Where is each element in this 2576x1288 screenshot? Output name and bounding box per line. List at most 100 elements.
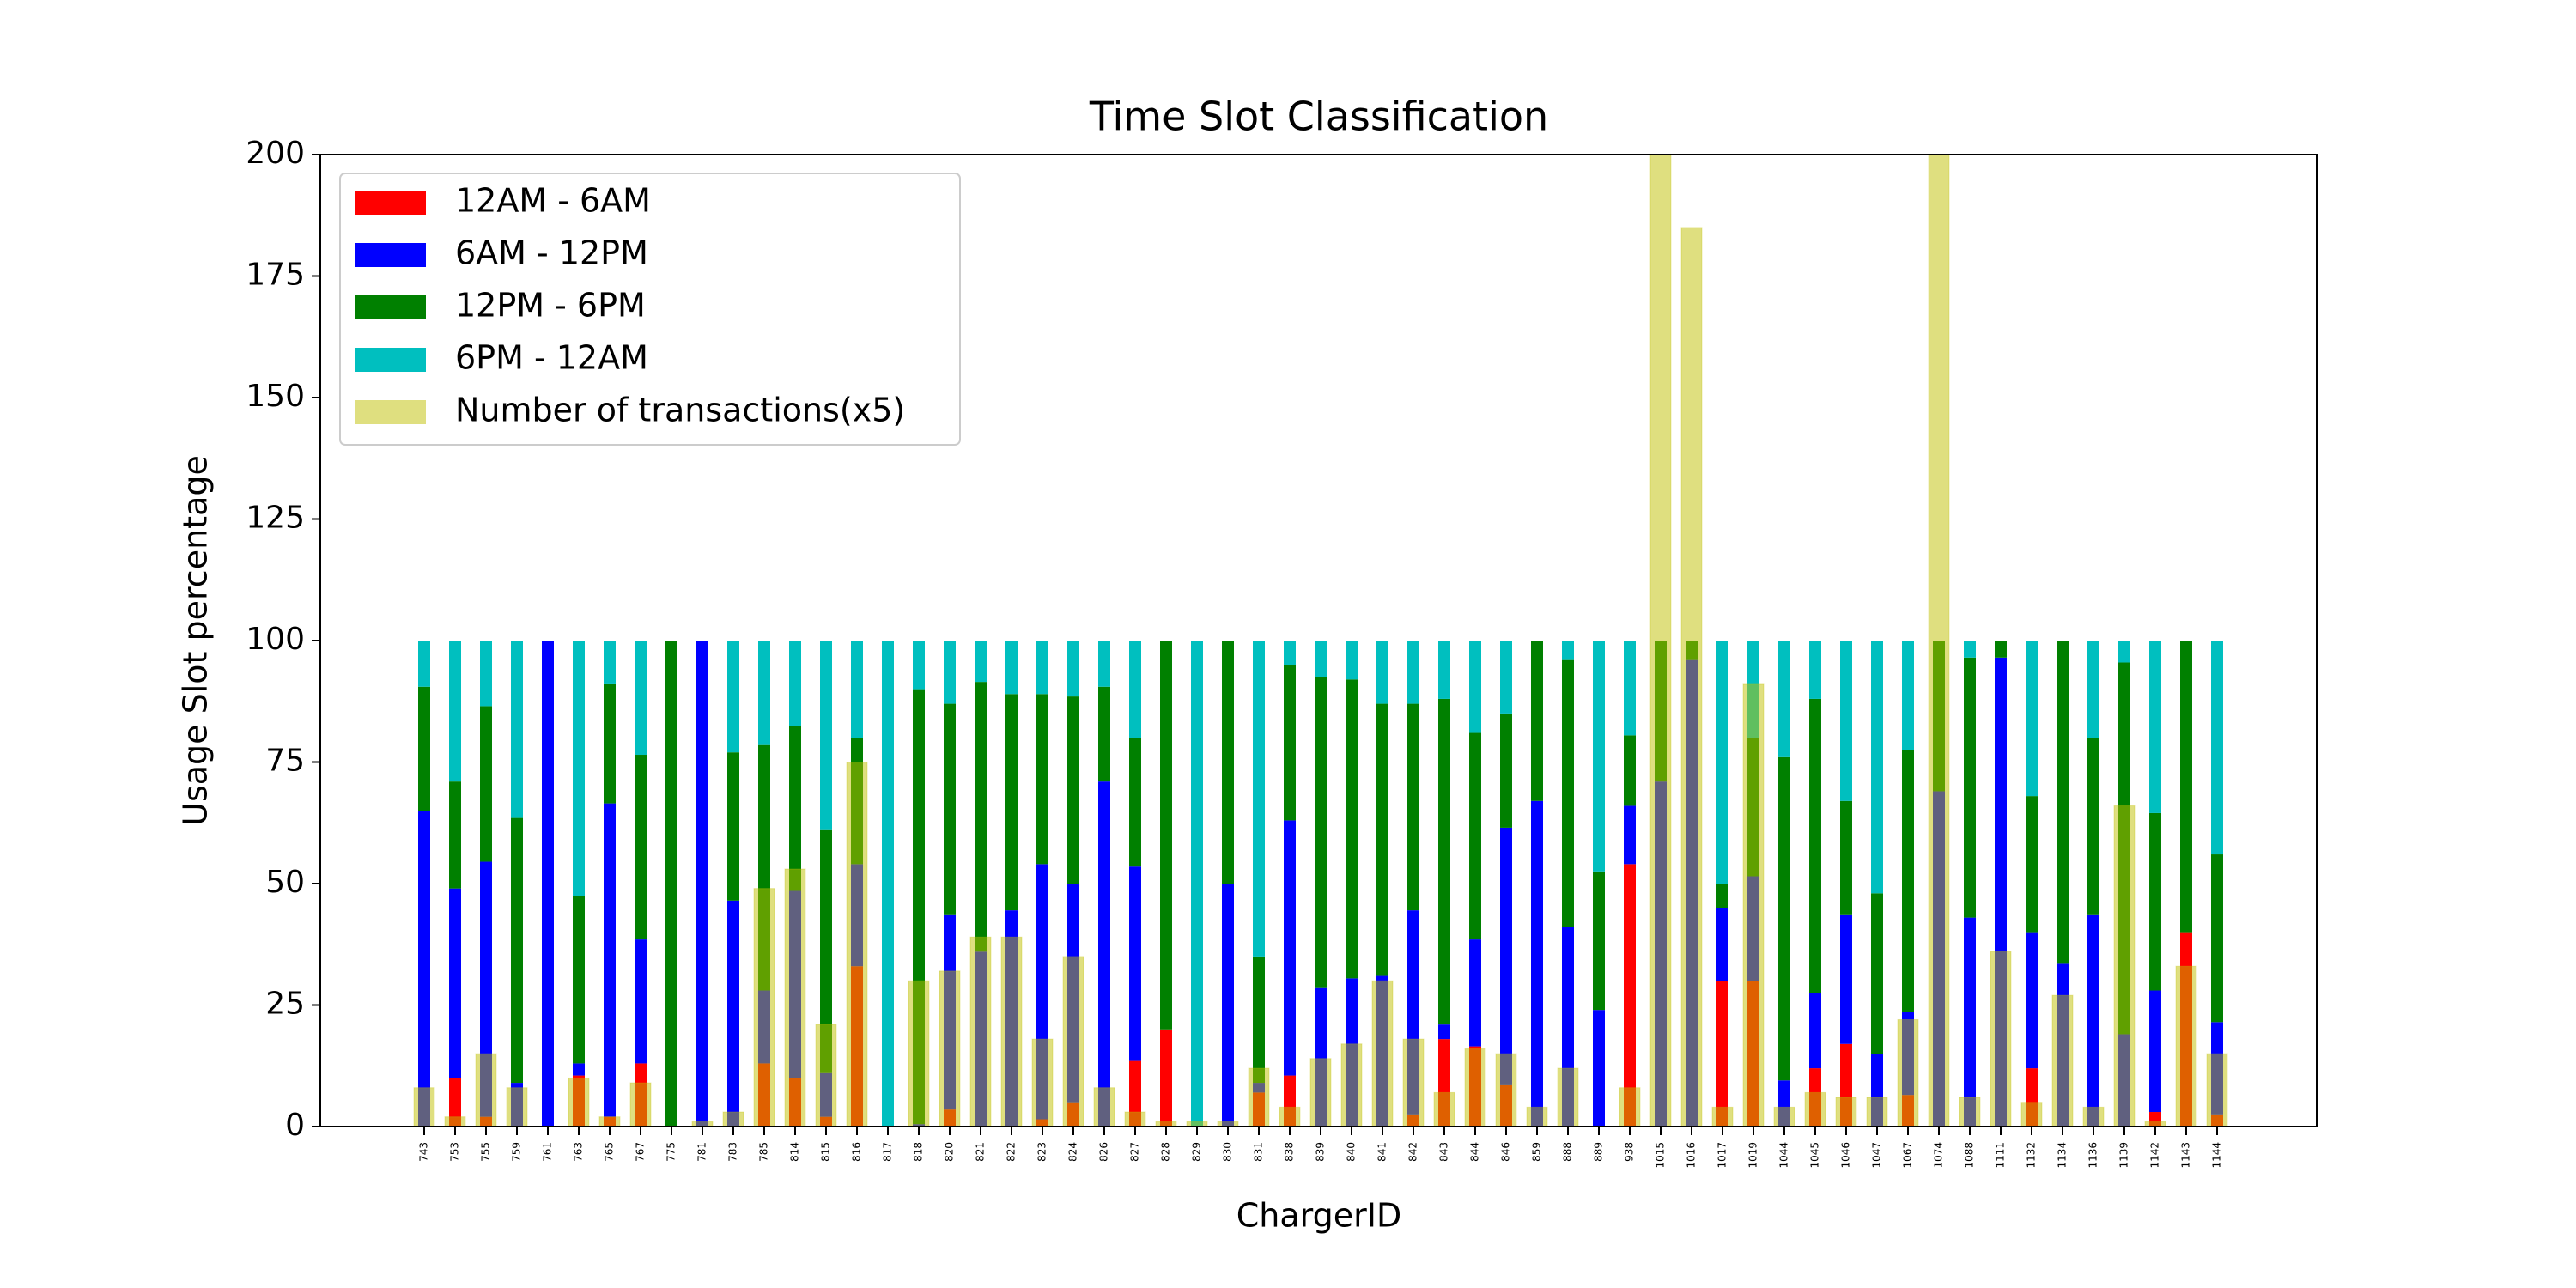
y-tick-label: 0 — [285, 1108, 305, 1143]
x-tick-label: 1046 — [1840, 1142, 1852, 1169]
x-tick-label: 826 — [1098, 1142, 1110, 1162]
legend-swatch — [355, 191, 426, 215]
x-tick-label: 1088 — [1964, 1142, 1976, 1169]
bar-segment — [1871, 893, 1883, 1054]
bar-segment — [727, 900, 739, 1127]
bar-segment — [1964, 917, 1976, 1127]
bar-segment — [1964, 641, 1976, 658]
x-tick-label: 1136 — [2087, 1142, 2099, 1169]
x-tick-label: 767 — [635, 1142, 647, 1162]
bar-segment — [1469, 939, 1481, 1047]
bar-segment — [1840, 800, 1852, 915]
overlay-bar — [2206, 1053, 2228, 1127]
overlay-bar — [2020, 1102, 2043, 1127]
bar-segment — [1716, 641, 1728, 884]
x-tick-label: 1132 — [2026, 1142, 2038, 1169]
bar-segment — [1036, 641, 1048, 695]
x-tick-label: 743 — [418, 1142, 430, 1162]
bar-segment — [449, 781, 461, 889]
overlay-bar — [629, 1082, 652, 1127]
legend-box — [339, 173, 961, 446]
x-tick-label: 842 — [1407, 1142, 1419, 1162]
bar-segment — [1315, 677, 1327, 988]
bar-segment — [1593, 871, 1605, 1011]
bar-segment — [882, 641, 894, 1127]
bar-segment — [1191, 641, 1203, 1127]
bar-segment — [1160, 1029, 1172, 1127]
overlay-bar — [598, 1116, 621, 1127]
bar-segment — [1593, 1010, 1605, 1127]
x-tick-label: 859 — [1531, 1142, 1543, 1162]
bar-segment — [418, 686, 430, 811]
overlay-bar — [1279, 1106, 1301, 1127]
bar-segment — [2026, 932, 2038, 1069]
bar-segment — [1160, 641, 1172, 1030]
bar-segment — [1438, 1024, 1450, 1040]
overlay-bar — [846, 762, 868, 1127]
legend-label: Number of transactions(x5) — [455, 392, 905, 429]
bar-segment — [2087, 641, 2099, 738]
overlay-bar — [1248, 1067, 1270, 1127]
x-tick-label: 1015 — [1655, 1142, 1667, 1169]
overlay-bar — [1031, 1038, 1054, 1127]
x-tick-label: 1111 — [1995, 1142, 2007, 1169]
overlay-bar — [1557, 1067, 1579, 1127]
x-tick-label: 1139 — [2118, 1142, 2130, 1169]
bar-segment — [727, 641, 739, 753]
bar-segment — [1438, 698, 1450, 1025]
overlay-bar — [1464, 1048, 1486, 1127]
bar-segment — [1624, 641, 1636, 736]
overlay-bar — [1433, 1091, 1455, 1127]
overlay-bar — [1959, 1097, 1981, 1127]
x-tick-label: 821 — [975, 1142, 987, 1162]
x-tick-label: 755 — [480, 1142, 492, 1162]
bar-segment — [418, 811, 430, 1127]
overlay-bar — [1804, 1091, 1826, 1127]
bar-segment — [1531, 641, 1543, 801]
overlay-bar — [1990, 951, 2012, 1127]
bar-segment — [1778, 756, 1790, 1081]
overlay-bar — [1495, 1053, 1517, 1127]
overlay-bar — [939, 970, 961, 1127]
x-tick-label: 1144 — [2211, 1142, 2223, 1169]
bar-segment — [1005, 641, 1018, 695]
bar-segment — [604, 683, 616, 804]
bar-segment — [511, 817, 523, 1084]
bar-segment — [1253, 956, 1265, 1084]
bar-segment — [449, 641, 461, 782]
x-tick-label: 846 — [1500, 1142, 1512, 1162]
overlay-bar — [2051, 994, 2074, 1127]
x-tick-label: 840 — [1346, 1142, 1358, 1162]
bar-segment — [665, 641, 677, 1127]
bar-segment — [1036, 694, 1048, 865]
x-tick-label: 1017 — [1716, 1142, 1728, 1169]
overlay-bar — [1340, 1043, 1363, 1127]
overlay-bar — [908, 980, 930, 1127]
bar-segment — [975, 682, 987, 952]
overlay-bar — [1711, 1106, 1734, 1127]
bar-segment — [2026, 641, 2038, 797]
x-tick-label: 763 — [573, 1142, 585, 1162]
overlay-bar — [1773, 1106, 1795, 1127]
bar-segment — [2149, 812, 2161, 991]
bar-segment — [2149, 641, 2161, 813]
bar-segment — [1346, 679, 1358, 979]
bar-segment — [2057, 641, 2069, 964]
x-tick-label: 839 — [1315, 1142, 1327, 1162]
x-tick-label: 1047 — [1871, 1142, 1883, 1169]
bar-segment — [480, 706, 492, 862]
x-tick-label: 844 — [1469, 1142, 1481, 1162]
bar-segment — [975, 641, 987, 683]
legend-label: 12AM - 6AM — [455, 182, 651, 220]
x-tick-label: 1074 — [1933, 1142, 1945, 1169]
bar-segment — [1284, 641, 1296, 665]
overlay-bar — [1897, 1018, 1919, 1127]
x-tick-label: 753 — [449, 1142, 461, 1162]
bar-segment — [1871, 641, 1883, 894]
bar-segment — [1624, 805, 1636, 865]
bar-segment — [1067, 696, 1079, 884]
bar-segment — [1284, 820, 1296, 1076]
bar-segment — [1438, 641, 1450, 699]
bar-segment — [913, 641, 925, 690]
bar-segment — [573, 641, 585, 896]
